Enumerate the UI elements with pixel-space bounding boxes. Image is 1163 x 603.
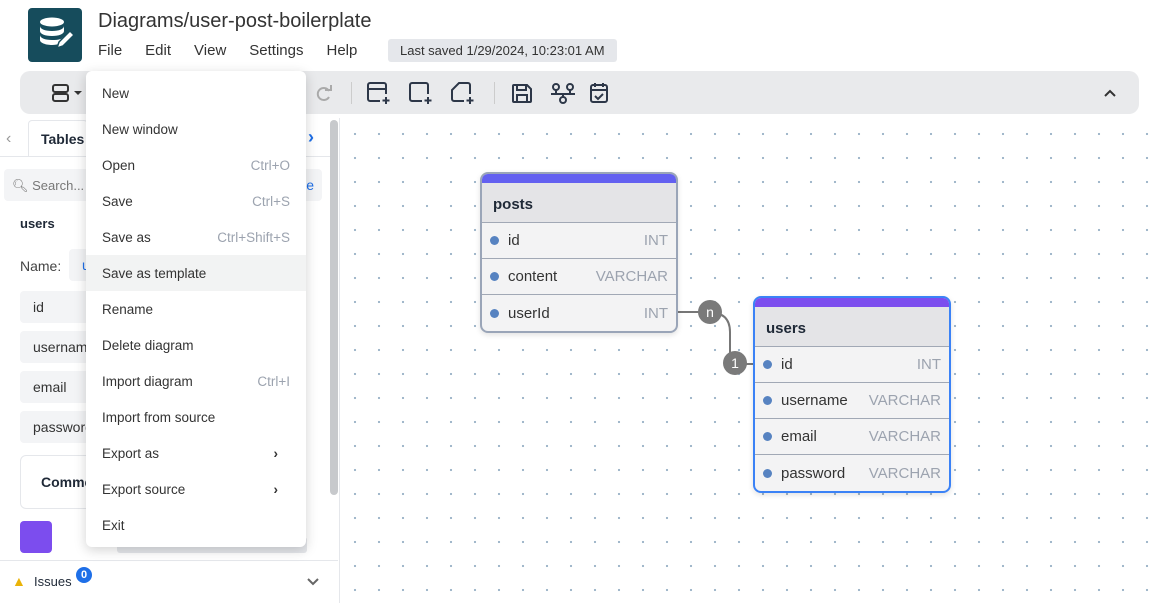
table-field-row[interactable]: id INT	[755, 347, 949, 383]
add-note-icon[interactable]	[450, 81, 476, 105]
field-type: INT	[916, 356, 941, 373]
table-collapse-header[interactable]: users	[20, 216, 55, 231]
layout-icon[interactable]	[48, 81, 88, 105]
field-handle[interactable]	[490, 236, 499, 245]
menubar: File Edit View Settings Help	[98, 42, 380, 59]
field-name: id	[781, 356, 793, 373]
field-name: content	[508, 268, 558, 285]
menu-item-save-as[interactable]: Save as Ctrl+Shift+S	[102, 229, 290, 245]
tab-tables[interactable]: Tables	[28, 120, 88, 156]
menu-item-exit[interactable]: Exit	[102, 517, 125, 533]
table-field-row[interactable]: content VARCHAR	[482, 259, 676, 295]
issues-divider	[0, 560, 338, 561]
cardinality-badge-n: n	[698, 300, 722, 324]
app-logo[interactable]	[28, 8, 82, 62]
chevron-down-icon[interactable]	[306, 574, 320, 592]
tab-scroll-left-icon[interactable]: ‹	[6, 130, 12, 147]
diagram-title[interactable]: Diagrams/user-post-boilerplate	[98, 10, 372, 32]
table-color-picker[interactable]	[20, 521, 52, 553]
field-type: VARCHAR	[595, 268, 668, 285]
save-icon[interactable]	[509, 81, 535, 105]
add-table-icon[interactable]	[366, 81, 392, 105]
field-handle[interactable]	[763, 468, 772, 478]
chevron-right-icon: ›	[273, 481, 279, 497]
field-handle[interactable]	[763, 432, 772, 441]
toolbar-divider	[494, 82, 495, 104]
table-color-stripe	[482, 174, 676, 183]
tab-scroll-right-icon[interactable]: ›	[308, 127, 314, 147]
field-type: INT	[643, 232, 668, 249]
field-name: userId	[508, 304, 550, 322]
menu-item-new-window[interactable]: New window	[102, 121, 178, 137]
search-placeholder: Search...	[32, 178, 85, 193]
menu-item-export-source[interactable]: Export source ›	[102, 481, 279, 497]
menu-item-export-as[interactable]: Export as ›	[102, 445, 279, 461]
menu-view[interactable]: View	[194, 42, 227, 59]
table-field-row[interactable]: password VARCHAR	[755, 455, 949, 491]
field-name: id	[508, 232, 520, 249]
menu-help[interactable]: Help	[326, 42, 358, 59]
field-type: INT	[643, 304, 668, 322]
field-handle[interactable]	[490, 308, 499, 318]
table-posts[interactable]: posts id INT content VARCHAR userId INT	[480, 172, 678, 333]
menu-item-rename[interactable]: Rename	[102, 301, 154, 317]
diagram-canvas[interactable]	[340, 118, 1163, 603]
menu-item-save[interactable]: Save Ctrl+S	[102, 193, 290, 209]
relationship-icon[interactable]	[550, 81, 576, 105]
table-title: posts	[482, 183, 676, 223]
cardinality-badge-1: 1	[723, 351, 747, 375]
redo-icon[interactable]	[311, 81, 337, 105]
toolbar-divider	[351, 82, 352, 104]
field-name: email	[781, 428, 817, 445]
warning-icon: ▲	[12, 573, 26, 589]
menu-item-save-as-template[interactable]: Save as template	[86, 255, 306, 291]
file-menu-dropdown: New New window Open Ctrl+O Save Ctrl+S Sav…	[86, 71, 306, 547]
table-field-row[interactable]: email VARCHAR	[755, 419, 949, 455]
last-saved-badge: Last saved 1/29/2024, 10:23:01 AM	[388, 39, 617, 62]
field-name: username	[781, 392, 848, 409]
table-field-row[interactable]: userId INT	[482, 295, 676, 331]
menu-edit[interactable]: Edit	[145, 42, 172, 59]
table-field-row[interactable]: id INT	[482, 223, 676, 259]
collapse-toolbar-icon[interactable]	[1097, 81, 1123, 105]
todo-icon[interactable]	[586, 81, 612, 105]
field-handle[interactable]	[763, 396, 772, 405]
sidebar	[0, 118, 340, 603]
field-handle[interactable]	[763, 360, 772, 369]
table-title: users	[755, 307, 949, 347]
menu-item-import-from-source[interactable]: Import from source	[102, 409, 216, 425]
menu-item-delete-diagram[interactable]: Delete diagram	[102, 337, 194, 353]
issues-label[interactable]: Issues	[34, 574, 72, 589]
field-name: password	[781, 464, 846, 482]
name-label: Name:	[20, 258, 62, 274]
menu-file[interactable]: File	[98, 42, 123, 59]
table-field-row[interactable]: username VARCHAR	[755, 383, 949, 419]
field-handle[interactable]	[490, 272, 499, 281]
issues-count-badge: 0	[76, 567, 92, 583]
add-area-icon[interactable]	[408, 81, 434, 105]
table-color-stripe	[755, 298, 949, 307]
chevron-right-icon: ›	[273, 445, 279, 461]
menu-item-import-diagram[interactable]: Import diagram Ctrl+I	[102, 373, 290, 389]
menu-item-open[interactable]: Open Ctrl+O	[102, 157, 290, 173]
field-type: VARCHAR	[868, 392, 941, 409]
field-type: VARCHAR	[868, 464, 941, 482]
search-icon: 🔍︎	[12, 178, 29, 193]
menu-item-new[interactable]: New	[102, 85, 130, 101]
menu-settings[interactable]: Settings	[249, 42, 304, 59]
table-users[interactable]: users id INT username VARCHAR email VARCHAR…	[753, 296, 951, 493]
field-type: VARCHAR	[868, 428, 941, 445]
sidebar-scrollbar[interactable]	[330, 120, 338, 495]
